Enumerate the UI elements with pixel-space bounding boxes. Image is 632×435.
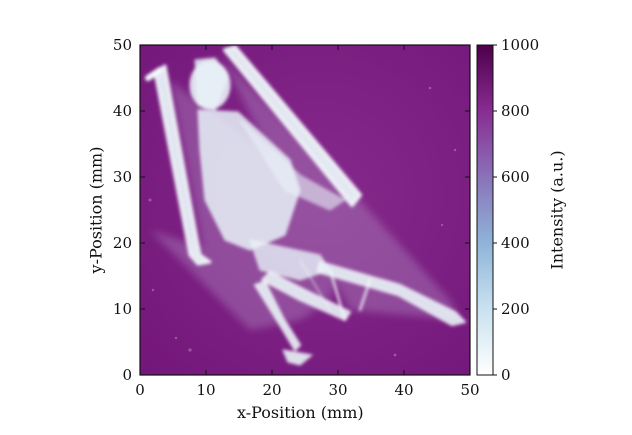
skeleton — [145, 45, 466, 366]
colorbar-tick-label: 600 — [501, 168, 530, 186]
plot-frame — [139, 44, 471, 376]
y-axis-label: y-Position (mm) — [86, 146, 106, 274]
x-tick-label: 0 — [135, 381, 145, 399]
noise-specks — [148, 86, 457, 357]
colorbar-tick-label: 0 — [501, 366, 511, 384]
y-tick-label: 50 — [113, 36, 132, 54]
y-tick-label: 0 — [122, 366, 132, 384]
x-tick-label: 10 — [196, 381, 215, 399]
y-tick-label: 20 — [113, 234, 132, 252]
xray-image — [140, 45, 470, 375]
y-tick-label: 10 — [113, 300, 132, 318]
y-tick-label: 40 — [113, 102, 132, 120]
colorbar-ticks: 0 200 400 600 800 1000 — [493, 36, 539, 384]
y-axis-ticks: 0 10 20 30 40 50 — [113, 36, 470, 384]
y-tick-label: 30 — [113, 168, 132, 186]
x-axis-label: x-Position (mm) — [237, 403, 364, 422]
x-axis-ticks: 0 10 20 30 40 50 — [135, 45, 480, 399]
x-tick-label: 50 — [460, 381, 479, 399]
x-tick-label: 40 — [394, 381, 413, 399]
colorbar — [476, 44, 494, 376]
x-tick-label: 30 — [328, 381, 347, 399]
colorbar-tick-label: 800 — [501, 102, 530, 120]
colorbar-label: Intensity (a.u.) — [547, 150, 567, 270]
colorbar-tick-label: 400 — [501, 234, 530, 252]
x-tick-label: 20 — [262, 381, 281, 399]
colorbar-tick-label: 200 — [501, 300, 530, 318]
colorbar-tick-label: 1000 — [501, 36, 539, 54]
